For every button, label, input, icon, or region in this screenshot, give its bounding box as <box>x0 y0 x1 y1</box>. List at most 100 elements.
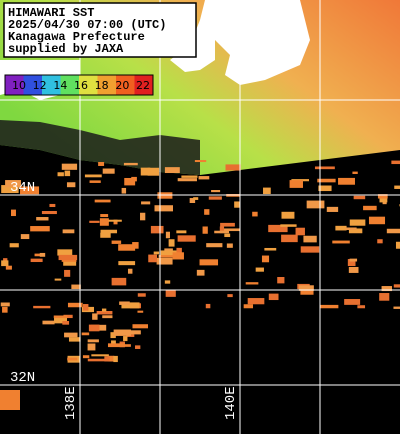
sst-patch <box>344 299 361 305</box>
sst-patch <box>263 187 271 195</box>
header-box <box>3 2 197 58</box>
sst-patch <box>62 321 70 325</box>
sst-patch <box>165 290 176 297</box>
sst-patch <box>379 196 388 203</box>
sst-patch <box>92 313 98 320</box>
sst-patch <box>147 167 160 176</box>
sst-patch <box>53 315 68 319</box>
sst-patch <box>176 247 182 256</box>
legend-swatch <box>97 75 117 95</box>
sst-patch <box>160 250 177 257</box>
sst-patch <box>317 178 336 183</box>
sst-patch <box>84 174 102 178</box>
sst-patch <box>64 269 71 277</box>
sst-patch <box>135 345 141 349</box>
sst-patch <box>314 166 335 170</box>
sst-patch <box>64 170 71 177</box>
sst-patch <box>221 228 240 232</box>
sst-patch <box>41 210 57 215</box>
sst-patch <box>300 246 320 253</box>
sst-patch <box>377 239 383 244</box>
sst-patch <box>20 234 30 240</box>
sst-patch <box>247 298 265 305</box>
sst-patch <box>363 205 377 211</box>
legend-border <box>4 74 154 96</box>
sst-patch <box>255 267 264 272</box>
header-line: Kanagawa Prefecture <box>8 30 145 44</box>
sst-patch <box>39 252 46 257</box>
sst-patch <box>227 294 233 298</box>
sst-patch <box>156 257 173 265</box>
sst-patch <box>298 285 314 291</box>
sst-patch <box>1 185 19 194</box>
sst-patch <box>132 242 139 249</box>
sst-patch <box>219 226 225 234</box>
sst-patch <box>0 302 10 307</box>
header-line: 2025/04/30 07:00 (UTC) <box>8 18 166 32</box>
sst-patch <box>5 265 12 270</box>
sst-patch <box>198 176 210 180</box>
sst-patch <box>91 354 109 357</box>
sst-patch <box>94 199 111 203</box>
legend-label: 22 <box>136 79 150 92</box>
sst-patch <box>102 315 113 319</box>
sst-patch <box>33 305 51 309</box>
sst-patch <box>353 195 366 200</box>
sst-patch <box>110 332 116 339</box>
header-line: supplied by JAXA <box>8 42 124 56</box>
sst-patch <box>63 314 73 319</box>
sst-patch <box>99 218 109 226</box>
sst-patch <box>125 330 141 335</box>
sst-patch <box>68 337 81 342</box>
sst-patch <box>89 220 100 223</box>
legend-label: 12 <box>33 79 47 92</box>
sst-patch <box>177 235 196 242</box>
sst-patch <box>379 293 390 301</box>
legend-swatch <box>42 75 61 95</box>
sst-patch <box>164 280 171 284</box>
lat-label: 34N <box>10 180 35 196</box>
sst-patch <box>67 357 78 361</box>
legend-swatch <box>79 75 98 95</box>
sst-patch <box>164 167 180 174</box>
header-line: HIMAWARI SST <box>8 6 94 20</box>
sst-patch <box>119 301 130 305</box>
sst-patch <box>295 227 305 236</box>
sst-patch <box>87 343 96 351</box>
sst-patch <box>137 310 144 313</box>
sst-patch <box>204 209 210 215</box>
sst-patch <box>199 259 219 266</box>
sst-patch <box>391 160 400 165</box>
sst-patch <box>225 164 241 171</box>
sst-patch <box>245 282 259 285</box>
sst-patch <box>158 255 177 258</box>
sst-patch <box>121 187 127 194</box>
sst-patch <box>268 224 288 233</box>
sst-patch <box>57 249 73 256</box>
sst-patch <box>281 211 295 219</box>
sst-patch <box>102 168 115 174</box>
sst-patch <box>67 302 83 308</box>
sst-patch <box>137 293 146 297</box>
sst-patch <box>96 310 113 315</box>
sst-patch <box>1 260 9 267</box>
sst-patch <box>181 175 198 178</box>
sst-patch <box>211 190 221 193</box>
sst-patch <box>9 243 19 248</box>
sst-patch <box>205 303 211 309</box>
sst-patch <box>349 219 366 226</box>
sst-patch <box>89 180 101 183</box>
sst-patch <box>165 231 171 239</box>
sst-patch <box>36 217 49 221</box>
sst-patch <box>3 258 8 262</box>
sst-patch <box>194 160 207 163</box>
sst-patch <box>34 253 45 257</box>
sst-patch <box>123 336 128 342</box>
sst-patch <box>352 171 358 174</box>
sst-patch <box>243 304 254 309</box>
lon-label: 138E <box>63 386 79 420</box>
sst-patch <box>281 234 298 243</box>
sst-patch <box>71 284 81 290</box>
